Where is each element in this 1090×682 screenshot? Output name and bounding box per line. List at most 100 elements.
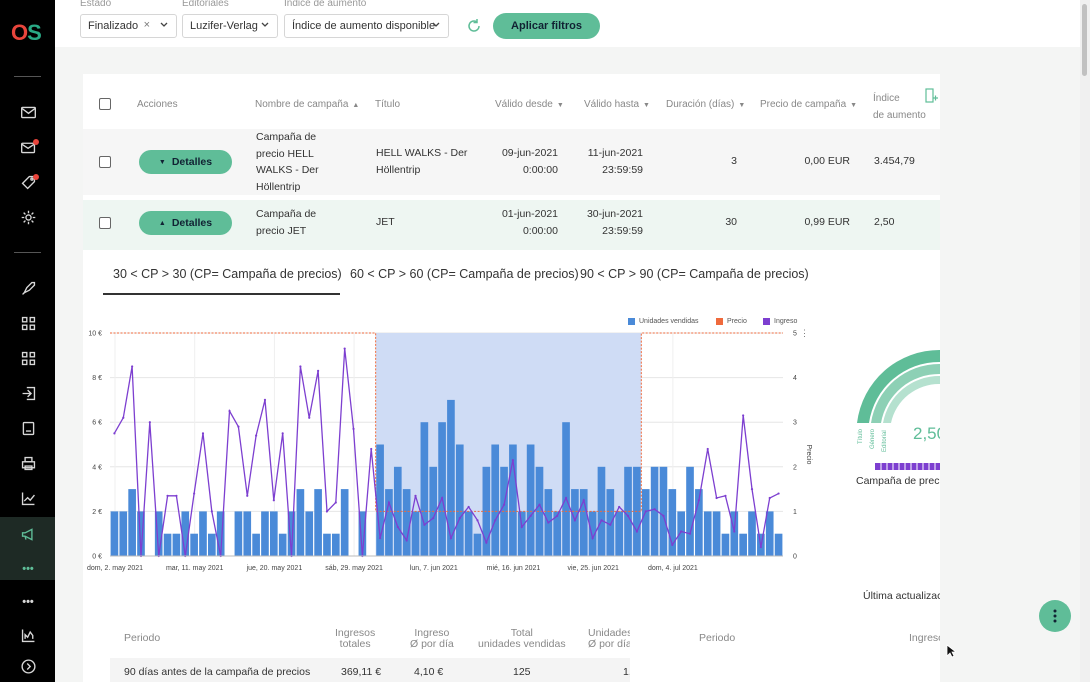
revenue-point — [671, 543, 674, 546]
units-bar — [455, 444, 464, 556]
revenue-point — [759, 545, 762, 549]
revenue-point — [644, 510, 647, 513]
y-tick-left: 4 € — [92, 464, 102, 471]
revenue-point — [688, 532, 692, 535]
units-bar — [535, 466, 544, 556]
x-tick: jue, 20. may 2021 — [246, 565, 303, 572]
units-bar — [172, 533, 181, 556]
page-scrollbar[interactable] — [1080, 0, 1090, 682]
summary-col-periodo: Periodo — [124, 632, 161, 644]
units-bar — [447, 399, 455, 556]
more-menu-icon[interactable]: ••• — [22, 596, 34, 608]
gauge-value: 2,50 — [913, 424, 940, 443]
table-row[interactable]: ▼ Detalles Campaña de precio HELL WALKS - D… — [83, 129, 940, 195]
revenue-point — [662, 514, 665, 517]
notifications-mail-icon[interactable] — [14, 133, 42, 161]
campaign-megaphone-icon[interactable] — [14, 520, 42, 548]
units-bar — [402, 489, 411, 556]
y-axis-label-right: Precio — [805, 445, 812, 465]
units-bar — [119, 511, 128, 556]
x-tick: sáb, 29. may 2021 — [325, 565, 383, 572]
title-cell: HELL WALKS - Der Höllentrip — [376, 147, 468, 176]
valid-to-cell: 11-jun-2021 23:59:59 — [587, 147, 643, 176]
clear-icon[interactable]: × — [143, 19, 150, 31]
revenue-point — [440, 496, 444, 500]
vertical-dots-icon — [1053, 609, 1057, 623]
app-logo[interactable]: OS — [11, 20, 42, 45]
grid-icon[interactable] — [14, 309, 42, 337]
revenue-point — [387, 501, 391, 504]
period-tabs: 30 < CP > 30 (CP= Campaña de precios) 60… — [103, 252, 940, 296]
document-icon[interactable] — [14, 414, 42, 442]
revenue-point — [697, 499, 700, 502]
x-tick: lun, 7. jun 2021 — [410, 565, 458, 572]
reset-icon[interactable] — [465, 17, 483, 35]
x-tick: dom, 4. jul 2021 — [648, 565, 698, 572]
select-all-checkbox[interactable] — [99, 98, 111, 110]
legend-units[interactable]: Unidades vendidas — [628, 318, 699, 325]
campaign-name: Campaña de precio HELL WALKS - Der Höllentr… — [256, 131, 319, 193]
revenue-point — [511, 459, 515, 462]
units-bar — [703, 511, 712, 556]
editoriales-select[interactable]: Luzifer-Verlag — [182, 14, 278, 38]
revenue-point — [618, 505, 621, 509]
summary-right-col-ingresos: Ingresos — [909, 632, 940, 644]
revenue-point — [626, 514, 630, 517]
revenue-point — [334, 501, 337, 504]
tab-30[interactable]: 30 < CP > 30 (CP= Campaña de precios) — [113, 267, 342, 281]
tab-90[interactable]: 90 < CP > 90 (CP= Campaña de precios) — [580, 267, 809, 281]
sidebar-divider — [14, 76, 41, 77]
details-button[interactable]: ▼ Detalles — [139, 150, 232, 174]
print-icon[interactable] — [14, 449, 42, 477]
estado-select[interactable]: Finalizado × — [80, 14, 177, 38]
row-checkbox[interactable] — [99, 217, 111, 229]
add-column-icon[interactable] — [924, 88, 938, 104]
row-checkbox[interactable] — [99, 156, 111, 168]
col-indice[interactable]: Índice de aumento — [873, 93, 926, 121]
units-bar — [571, 489, 579, 556]
units-bar — [234, 511, 243, 556]
revenue-point — [449, 537, 453, 540]
apps-icon[interactable] — [14, 344, 42, 372]
rocket-icon[interactable] — [14, 274, 42, 302]
col-precio[interactable]: Precio de campaña ▼ — [760, 99, 858, 110]
legend-price[interactable]: Precio — [716, 318, 747, 325]
chart-icon[interactable] — [14, 621, 42, 649]
col-nombre[interactable]: Nombre de campaña ▲ — [255, 99, 360, 110]
col-titulo[interactable]: Título — [375, 99, 401, 110]
apply-filters-button[interactable]: Aplicar filtros — [493, 13, 600, 39]
more-dots-icon[interactable]: ••• — [22, 563, 34, 575]
price-cell: 0,00 EUR — [804, 155, 850, 167]
indice-select[interactable]: Índice de aumento disponible — [284, 14, 449, 38]
tag-icon[interactable] — [14, 168, 42, 196]
revenue-point — [458, 516, 461, 520]
legend-revenue[interactable]: Ingreso — [763, 318, 797, 325]
analytics-icon[interactable] — [14, 484, 42, 512]
tab-60[interactable]: 60 < CP > 60 (CP= Campaña de precios) — [350, 267, 579, 281]
price-cell: 0,99 EUR — [804, 216, 850, 228]
units-bar — [287, 511, 296, 556]
y-tick-right: 3 — [793, 420, 797, 427]
revenue-point — [432, 516, 435, 520]
units-bar — [278, 533, 287, 556]
sidebar-active-section — [0, 517, 55, 580]
expand-arrow-icon[interactable] — [14, 652, 42, 680]
units-bar — [650, 466, 659, 556]
col-duracion[interactable]: Duración (días) ▼ — [666, 99, 746, 110]
mail-icon[interactable] — [14, 98, 42, 126]
details-button[interactable]: ▲ Detalles — [139, 211, 232, 235]
import-icon[interactable] — [14, 379, 42, 407]
table-row[interactable]: ▲ Detalles Campaña de precio JET JET 01-ju… — [83, 200, 940, 250]
y-tick-right: 2 — [793, 464, 797, 471]
revenue-point — [201, 432, 205, 435]
index-cell: 3.454,79 — [874, 155, 915, 167]
revenue-point — [768, 496, 771, 500]
units-bar — [695, 489, 703, 556]
col-valido-hasta[interactable]: Válido hasta ▼ — [584, 99, 650, 110]
scrollbar-thumb[interactable] — [1082, 4, 1087, 76]
col-valido-desde[interactable]: Válido desde ▼ — [495, 99, 564, 110]
floating-menu-button[interactable] — [1039, 600, 1071, 632]
x-tick: dom, 2. may 2021 — [87, 565, 143, 572]
settings-icon[interactable] — [14, 203, 42, 231]
gauge-label-genre: Género — [870, 428, 876, 449]
